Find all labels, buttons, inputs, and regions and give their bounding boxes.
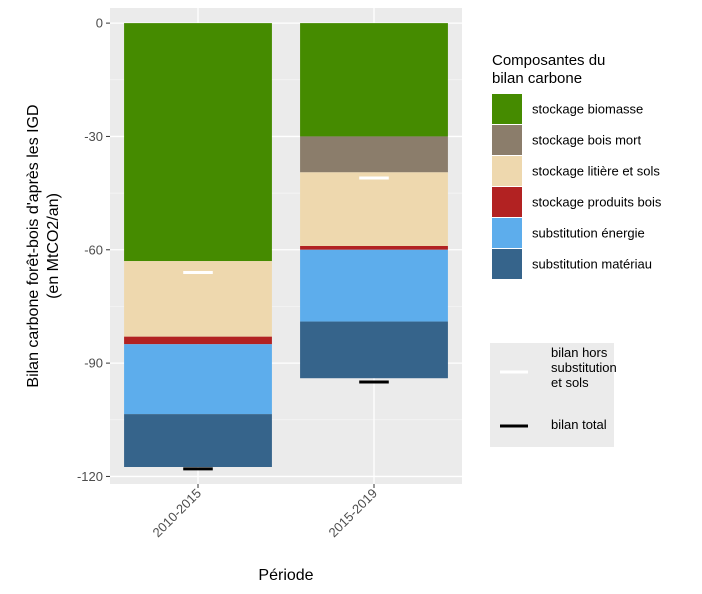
bar-segment [300, 321, 448, 379]
legend-marker-label: bilan hors [551, 345, 608, 360]
markers-layer [183, 176, 389, 471]
x-tick-label: 2010-2015 [150, 486, 205, 541]
y-tick-label: -120 [77, 469, 103, 484]
y-axis-title: Bilan carbone forêt-bois d'après les IGD… [25, 104, 62, 387]
legend-key-swatch [492, 156, 522, 186]
bars-layer [124, 23, 448, 467]
bar-segment [124, 23, 272, 262]
bar-segment [300, 136, 448, 173]
legend-key-swatch [492, 187, 522, 217]
y-tick-label: -30 [84, 129, 103, 144]
legend-key-swatch [492, 94, 522, 124]
legend-marker-label: substitution [551, 360, 617, 375]
bar-segment [300, 23, 448, 137]
bar-segment [124, 414, 272, 467]
bar-segment [300, 172, 448, 246]
legend-item-label: stockage litière et sols [532, 164, 660, 179]
x-tick-label: 2015-2019 [326, 486, 381, 541]
legend-markers-background [490, 343, 614, 447]
x-axis-title: Période [258, 567, 313, 584]
legend-title-line-1: Composantes du [492, 52, 605, 69]
bar-segment [124, 336, 272, 345]
legend-key-swatch [492, 249, 522, 279]
legend-item-label: stockage bois mort [532, 133, 641, 148]
legend-marker-label: et sols [551, 375, 589, 390]
legend-item-label: substitution matériau [532, 257, 652, 272]
y-axis-title-line-2: (en MtCO2/an) [45, 193, 62, 299]
bar-segment [124, 344, 272, 415]
legend-key-swatch [492, 125, 522, 155]
legend-item-label: stockage biomasse [532, 102, 643, 117]
legend-item-label: stockage produits bois [532, 195, 662, 210]
legend-item-label: substitution énergie [532, 226, 645, 241]
legend-fill: Composantes du bilan carbone stockage bi… [492, 52, 662, 279]
y-tick-label: -90 [84, 356, 103, 371]
legend-key-swatch [492, 218, 522, 248]
y-axis-title-line-1: Bilan carbone forêt-bois d'après les IGD [25, 104, 42, 387]
bar-segment [300, 249, 448, 322]
legend-fill-items: stockage biomasse stockage bois mort stock… [492, 94, 662, 279]
y-tick-label: 0 [96, 16, 103, 31]
y-tick-label: -60 [84, 242, 103, 257]
bar-segment [300, 246, 448, 250]
legend-title-line-2: bilan carbone [492, 70, 582, 87]
legend-marker-label: bilan total [551, 417, 607, 432]
